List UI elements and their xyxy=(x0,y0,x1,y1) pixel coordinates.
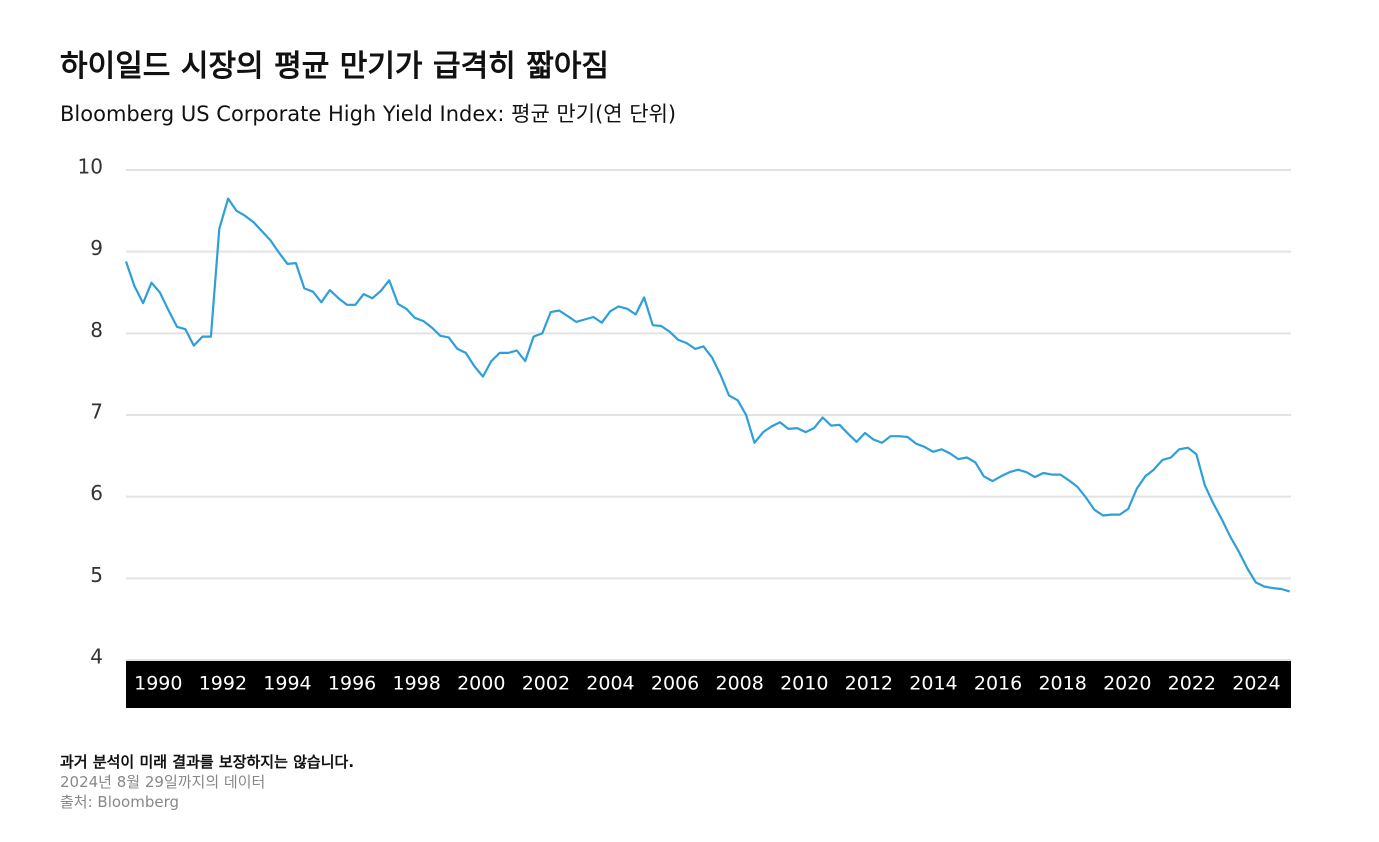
x-tick-label: 2014 xyxy=(909,673,957,695)
x-tick-label: 1998 xyxy=(393,673,441,695)
x-tick-label: 2004 xyxy=(586,673,634,695)
line xyxy=(124,197,1291,593)
title: 하이일드 시장의 평균 만기가 급격히 짧아짐 xyxy=(60,49,609,84)
y-tick-label: 8 xyxy=(90,318,103,342)
x-tick-label: 2016 xyxy=(974,673,1022,695)
disclaimer: 과거 분석이 미래 결과를 보장하지는 않습니다. xyxy=(60,753,354,771)
x-axis-band xyxy=(126,660,1291,708)
y-tick-label: 10 xyxy=(78,155,103,179)
date-note: 2024년 8월 29일까지의 데이터 xyxy=(60,773,265,791)
x-tick-label: 1994 xyxy=(263,673,311,695)
y-tick-label: 6 xyxy=(90,481,103,505)
y-tick-label: 9 xyxy=(90,236,103,260)
subtitle: Bloomberg US Corporate High Yield Index:… xyxy=(60,102,676,126)
x-tick-label: 1990 xyxy=(134,673,182,695)
x-tick-label: 2000 xyxy=(457,673,505,695)
source: 출처: Bloomberg xyxy=(60,793,179,811)
x-tick-label: 2012 xyxy=(845,673,893,695)
x-tick-label: 2008 xyxy=(715,673,763,695)
x-tick-label: 1996 xyxy=(328,673,376,695)
y-tick-label: 7 xyxy=(90,400,103,424)
x-tick-label: 2010 xyxy=(780,673,828,695)
x-tick-label: 2020 xyxy=(1103,673,1151,695)
x-tick-label: 1992 xyxy=(199,673,247,695)
x-tick-label: 2022 xyxy=(1168,673,1216,695)
x-tick-label: 2006 xyxy=(651,673,699,695)
y-tick-label: 4 xyxy=(90,645,103,669)
x-tick-label: 2018 xyxy=(1038,673,1086,695)
x-tick-label: 2024 xyxy=(1232,673,1280,695)
x-tick-label: 2002 xyxy=(522,673,570,695)
y-tick-label: 5 xyxy=(90,563,103,587)
